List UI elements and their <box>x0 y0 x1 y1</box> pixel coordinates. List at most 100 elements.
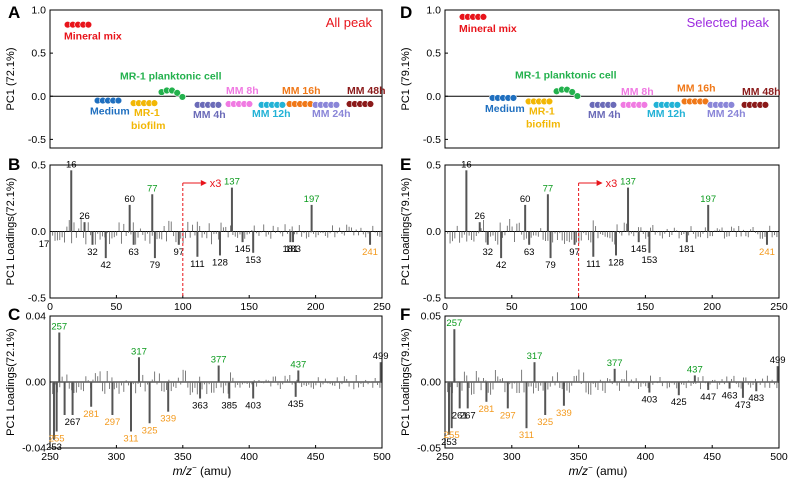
panel-a: A -0.5 0.0 0.5 1.0 PC1 (72.1%) All peak Mineral… <box>5 3 386 149</box>
point-mm-16h: MM 16h <box>282 85 321 108</box>
x-tick-label: 250 <box>41 451 59 463</box>
peak-label: 97 <box>174 247 185 258</box>
x-tick-label: 0 <box>47 301 53 313</box>
y-tick-label: 0.00 <box>26 377 47 389</box>
y-tick-label: -0.05 <box>417 443 441 455</box>
peak-label: 255 <box>49 434 65 445</box>
peak-label: 17 <box>39 239 50 250</box>
point-mm-48h: MM 48h <box>345 85 386 108</box>
y-tick-label: 0.05 <box>421 311 442 323</box>
peak-label: 16 <box>66 159 77 170</box>
point-mm-16h: MM 16h <box>677 82 716 106</box>
peak-label: 145 <box>235 244 251 255</box>
y-tick-label: -0.5 <box>28 293 46 305</box>
peak-label: 79 <box>545 260 556 271</box>
y-tick-label: -0.5 <box>28 134 46 146</box>
x-tick-label: 450 <box>703 451 721 463</box>
peak-label: 42 <box>100 260 111 271</box>
peak-label: 153 <box>245 255 261 266</box>
x-axis-title-mz: m/z <box>173 464 192 478</box>
peak-label: 26 <box>79 211 90 222</box>
peak-label: 111 <box>190 259 204 270</box>
y-tick-label: 0.0 <box>31 91 46 103</box>
x-axis-title: m/z− (amu) <box>569 463 628 478</box>
y-axis-title: PC1 Loadings(72.1%) <box>5 328 17 436</box>
y-axis-title: PC1 (72.1%) <box>5 48 17 111</box>
peak-label: 153 <box>641 255 657 266</box>
point-label: Medium <box>90 106 130 118</box>
peak-label: 317 <box>131 346 147 357</box>
peak-label: 325 <box>142 425 158 436</box>
peak-label: 145 <box>631 244 647 255</box>
point-label-line2: biofilm <box>131 120 165 132</box>
point-dot <box>761 101 770 109</box>
peak-label: 297 <box>104 417 120 428</box>
peak-label: 425 <box>671 397 687 408</box>
point-dot <box>366 100 375 108</box>
panel-c: C -0.04 0.00 0.04 PC1 Loadings(72.1%) 250 300 3… <box>5 305 391 478</box>
peak-label: 137 <box>224 177 240 188</box>
peak-label: 79 <box>150 260 161 271</box>
point-dot <box>173 89 181 97</box>
peak-label: 77 <box>147 183 158 194</box>
peak-label: 60 <box>124 194 135 205</box>
x-tick-label: 350 <box>174 451 192 463</box>
peak-label: 128 <box>212 257 228 268</box>
x-tick-label: 250 <box>373 301 391 313</box>
panel-e: E -0.5 0.0 0.5 PC1 Loadings(79.1%) 0 50 100 150 2… <box>400 155 788 313</box>
peak-label: 137 <box>620 177 636 188</box>
point-mineral-mix: Mineral mix <box>458 13 517 35</box>
x-tick-label: 50 <box>111 301 123 313</box>
peak-label: 181 <box>679 244 695 255</box>
peak-label: 403 <box>641 395 657 406</box>
peak-label: 267 <box>460 410 476 421</box>
point-mr-1-planktonic-cell: MR-1 planktonic cell <box>120 71 222 101</box>
peak-label: 197 <box>700 194 716 205</box>
peak-label: 97 <box>569 247 580 258</box>
peak-label: 181 <box>282 244 298 255</box>
point-label: MM 4h <box>588 109 621 121</box>
peak-label: 377 <box>211 355 227 366</box>
plot-frame <box>49 9 383 149</box>
peak-label: 111 <box>586 259 600 270</box>
panel-label: B <box>8 155 20 174</box>
panel-title: Selected peak <box>687 15 770 30</box>
peak-label: 377 <box>607 358 623 369</box>
point-label: Mineral mix <box>459 23 517 35</box>
peak-label: 197 <box>304 194 320 205</box>
peak-label: 128 <box>608 257 624 268</box>
peak-label: 317 <box>527 351 543 362</box>
plot-frame <box>444 9 780 149</box>
y-axis-title: PC1 Loadings(79.1%) <box>400 328 412 436</box>
x-axis-title-charge: − <box>588 463 593 472</box>
x-tick-label: 300 <box>503 451 521 463</box>
y-axis-title: PC1 Loadings(79.1%) <box>400 178 412 286</box>
x-axis-title-mz: m/z <box>569 464 588 478</box>
peak-label: 281 <box>478 404 494 415</box>
x-tick-label: 400 <box>637 451 655 463</box>
point-mm-12h: MM 12h <box>647 101 686 120</box>
point-dot <box>673 101 682 109</box>
point-label: MM 4h <box>193 109 226 121</box>
peak-label: 473 <box>735 400 751 411</box>
point-label: Mineral mix <box>64 31 122 43</box>
peak-label: 385 <box>221 401 237 412</box>
point-label-line2: biofilm <box>526 118 560 130</box>
x-tick-label: 250 <box>770 301 788 313</box>
peak-label: 77 <box>543 183 554 194</box>
point-mm-8h: MM 8h <box>619 86 654 109</box>
point-dot <box>214 101 223 109</box>
x-tick-label: 100 <box>570 301 588 313</box>
point-label: MR-1 <box>134 107 160 119</box>
point-dot <box>332 101 341 109</box>
panel-label: D <box>400 3 412 22</box>
peak-label: 255 <box>444 430 460 441</box>
x-tick-label: 150 <box>240 301 258 313</box>
x-tick-label: 150 <box>637 301 655 313</box>
x3-arrow-head <box>596 180 603 186</box>
point-dot <box>545 97 554 106</box>
point-label: MM 8h <box>226 85 259 97</box>
point-mm-24h: MM 24h <box>706 101 746 120</box>
point-dot <box>568 88 576 96</box>
